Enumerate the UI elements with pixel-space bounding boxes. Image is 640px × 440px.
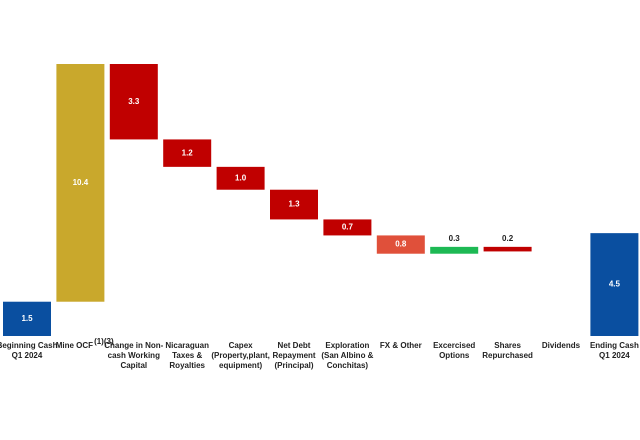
x-tick-label: equipment): [219, 361, 262, 370]
x-tick-label: Conchitas): [327, 361, 369, 370]
value-label: 10.4: [73, 178, 89, 187]
x-tick-label: Excercised: [433, 341, 475, 350]
x-tick-label: Repayment: [272, 351, 315, 360]
x-tick-label: (Principal): [274, 361, 313, 370]
x-tick-label: Shares: [494, 341, 521, 350]
x-tick-label: cash Working: [108, 351, 160, 360]
bar: [109, 64, 158, 140]
bar: [56, 64, 105, 302]
x-tick-label: Royalties: [169, 361, 205, 370]
category-superscript: (1)(3): [94, 337, 114, 346]
x-tick-label: (San Albino &: [321, 351, 373, 360]
bar: [376, 235, 425, 254]
bar: [590, 233, 639, 336]
x-tick-label: FX & Other: [380, 341, 422, 350]
x-tick-label: Beginning Cash: [0, 341, 58, 350]
x-tick-label: Change in Non-: [104, 341, 163, 350]
x-tick-label: (Property,plant,: [211, 351, 270, 360]
x-tick-label: Repurchased: [482, 351, 533, 360]
x-tick-label: Capital: [120, 361, 147, 370]
x-tick-label: Net Debt: [278, 341, 311, 350]
bar: [483, 246, 532, 252]
value-label: 1.5: [21, 314, 33, 323]
bar: [270, 189, 318, 220]
value-label: 0.8: [395, 240, 407, 249]
x-tick-label: Mine OCF: [56, 341, 93, 350]
bar: [430, 246, 479, 254]
value-label: 0.2: [502, 234, 514, 243]
x-tick-label: Q1 2024: [599, 351, 630, 360]
bar: [3, 301, 51, 336]
bar: [163, 139, 212, 167]
x-tick-label: Ending Cash: [590, 341, 639, 350]
x-tick-label: Nicaraguan: [165, 341, 209, 350]
x-tick-label: Taxes &: [172, 351, 202, 360]
bar: [323, 219, 372, 236]
value-label: 1.0: [235, 173, 247, 182]
bar: [216, 166, 265, 190]
value-label: 1.2: [182, 148, 194, 157]
x-tick-label: Capex: [229, 341, 254, 350]
value-label: 1.3: [288, 200, 300, 209]
x-tick-label: Dividends: [542, 341, 581, 350]
x-tick-label: Options: [439, 351, 470, 360]
value-label: 4.5: [609, 280, 621, 289]
x-tick-label: Exploration: [325, 341, 369, 350]
value-label: 3.3: [128, 97, 140, 106]
value-label: 0.7: [342, 223, 354, 232]
x-tick-label: Q1 2024: [12, 351, 43, 360]
value-label: 0.3: [449, 234, 461, 243]
